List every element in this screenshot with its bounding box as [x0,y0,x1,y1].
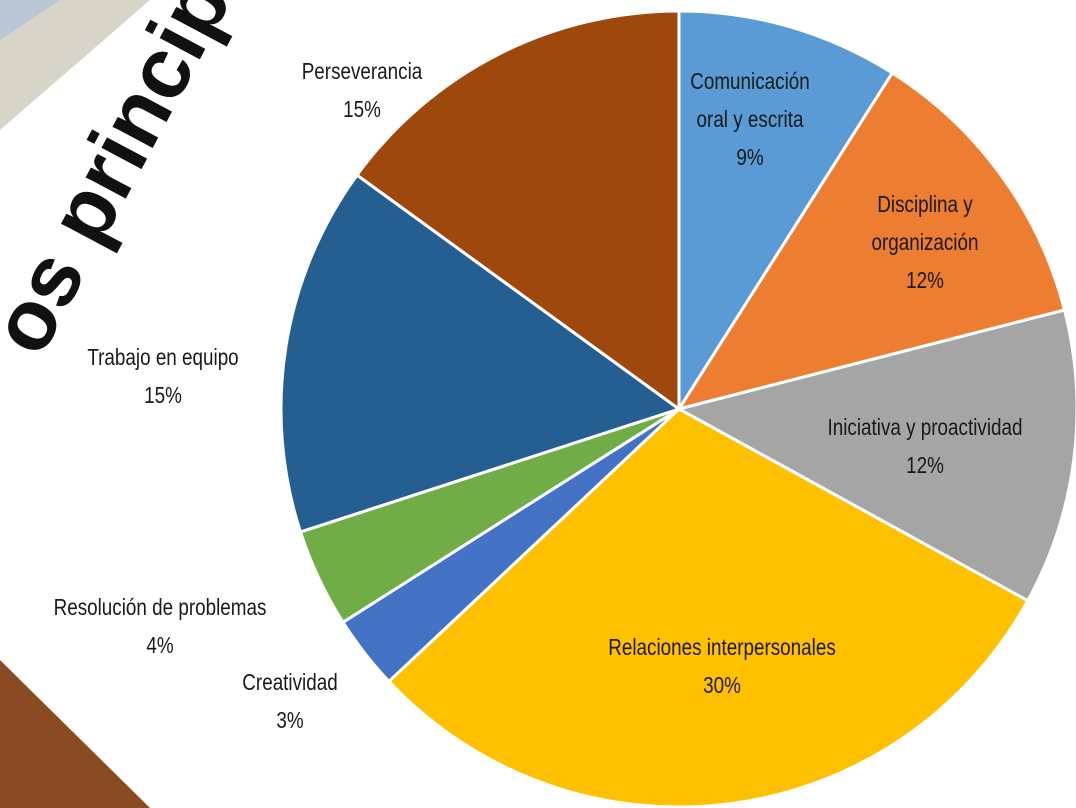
label-text: Resolución de problemas [53,594,267,620]
slice-label: Perseverancia 15% [302,52,423,128]
background-desk [0,660,150,808]
pie-slice [675,70,1067,412]
label-text: 3% [276,707,304,733]
label-text: 15% [144,382,182,408]
slice-label: Iniciativa y proactividad 12% [828,408,1023,484]
slice-label: Comunicación oral y escrita 9% [680,62,819,176]
label-text: Comunicación oral y escrita [690,68,810,132]
pie-slice [354,9,681,412]
label-text: 12% [906,452,944,478]
label-text: Disciplina y organización [871,191,979,255]
label-text: Iniciativa y proactividad [827,414,1023,440]
slice-label: Resolución de problemas 4% [54,588,267,664]
slice-label: Relaciones interpersonales 30% [608,628,835,704]
label-text: 15% [343,96,381,122]
slice-label: Trabajo en equipo 15% [87,338,238,414]
background-page [0,0,60,40]
background-page [0,0,150,130]
slice-label: Disciplina y organización 12% [855,185,994,299]
label-text: Perseverancia [301,58,423,84]
pie-slice [386,407,1030,808]
pie-slice [677,9,895,415]
pie-slice [674,308,1076,603]
slice-label: Creatividad 3% [242,663,337,739]
label-text: Relaciones interpersonales [608,634,836,660]
label-text: 9% [736,144,764,170]
pie-slice [279,172,683,534]
label-text: Creatividad [242,669,338,695]
label-text: 4% [146,632,174,658]
label-text: 12% [906,267,944,293]
label-text: 30% [703,672,741,698]
label-text: Trabajo en equipo [87,344,239,370]
